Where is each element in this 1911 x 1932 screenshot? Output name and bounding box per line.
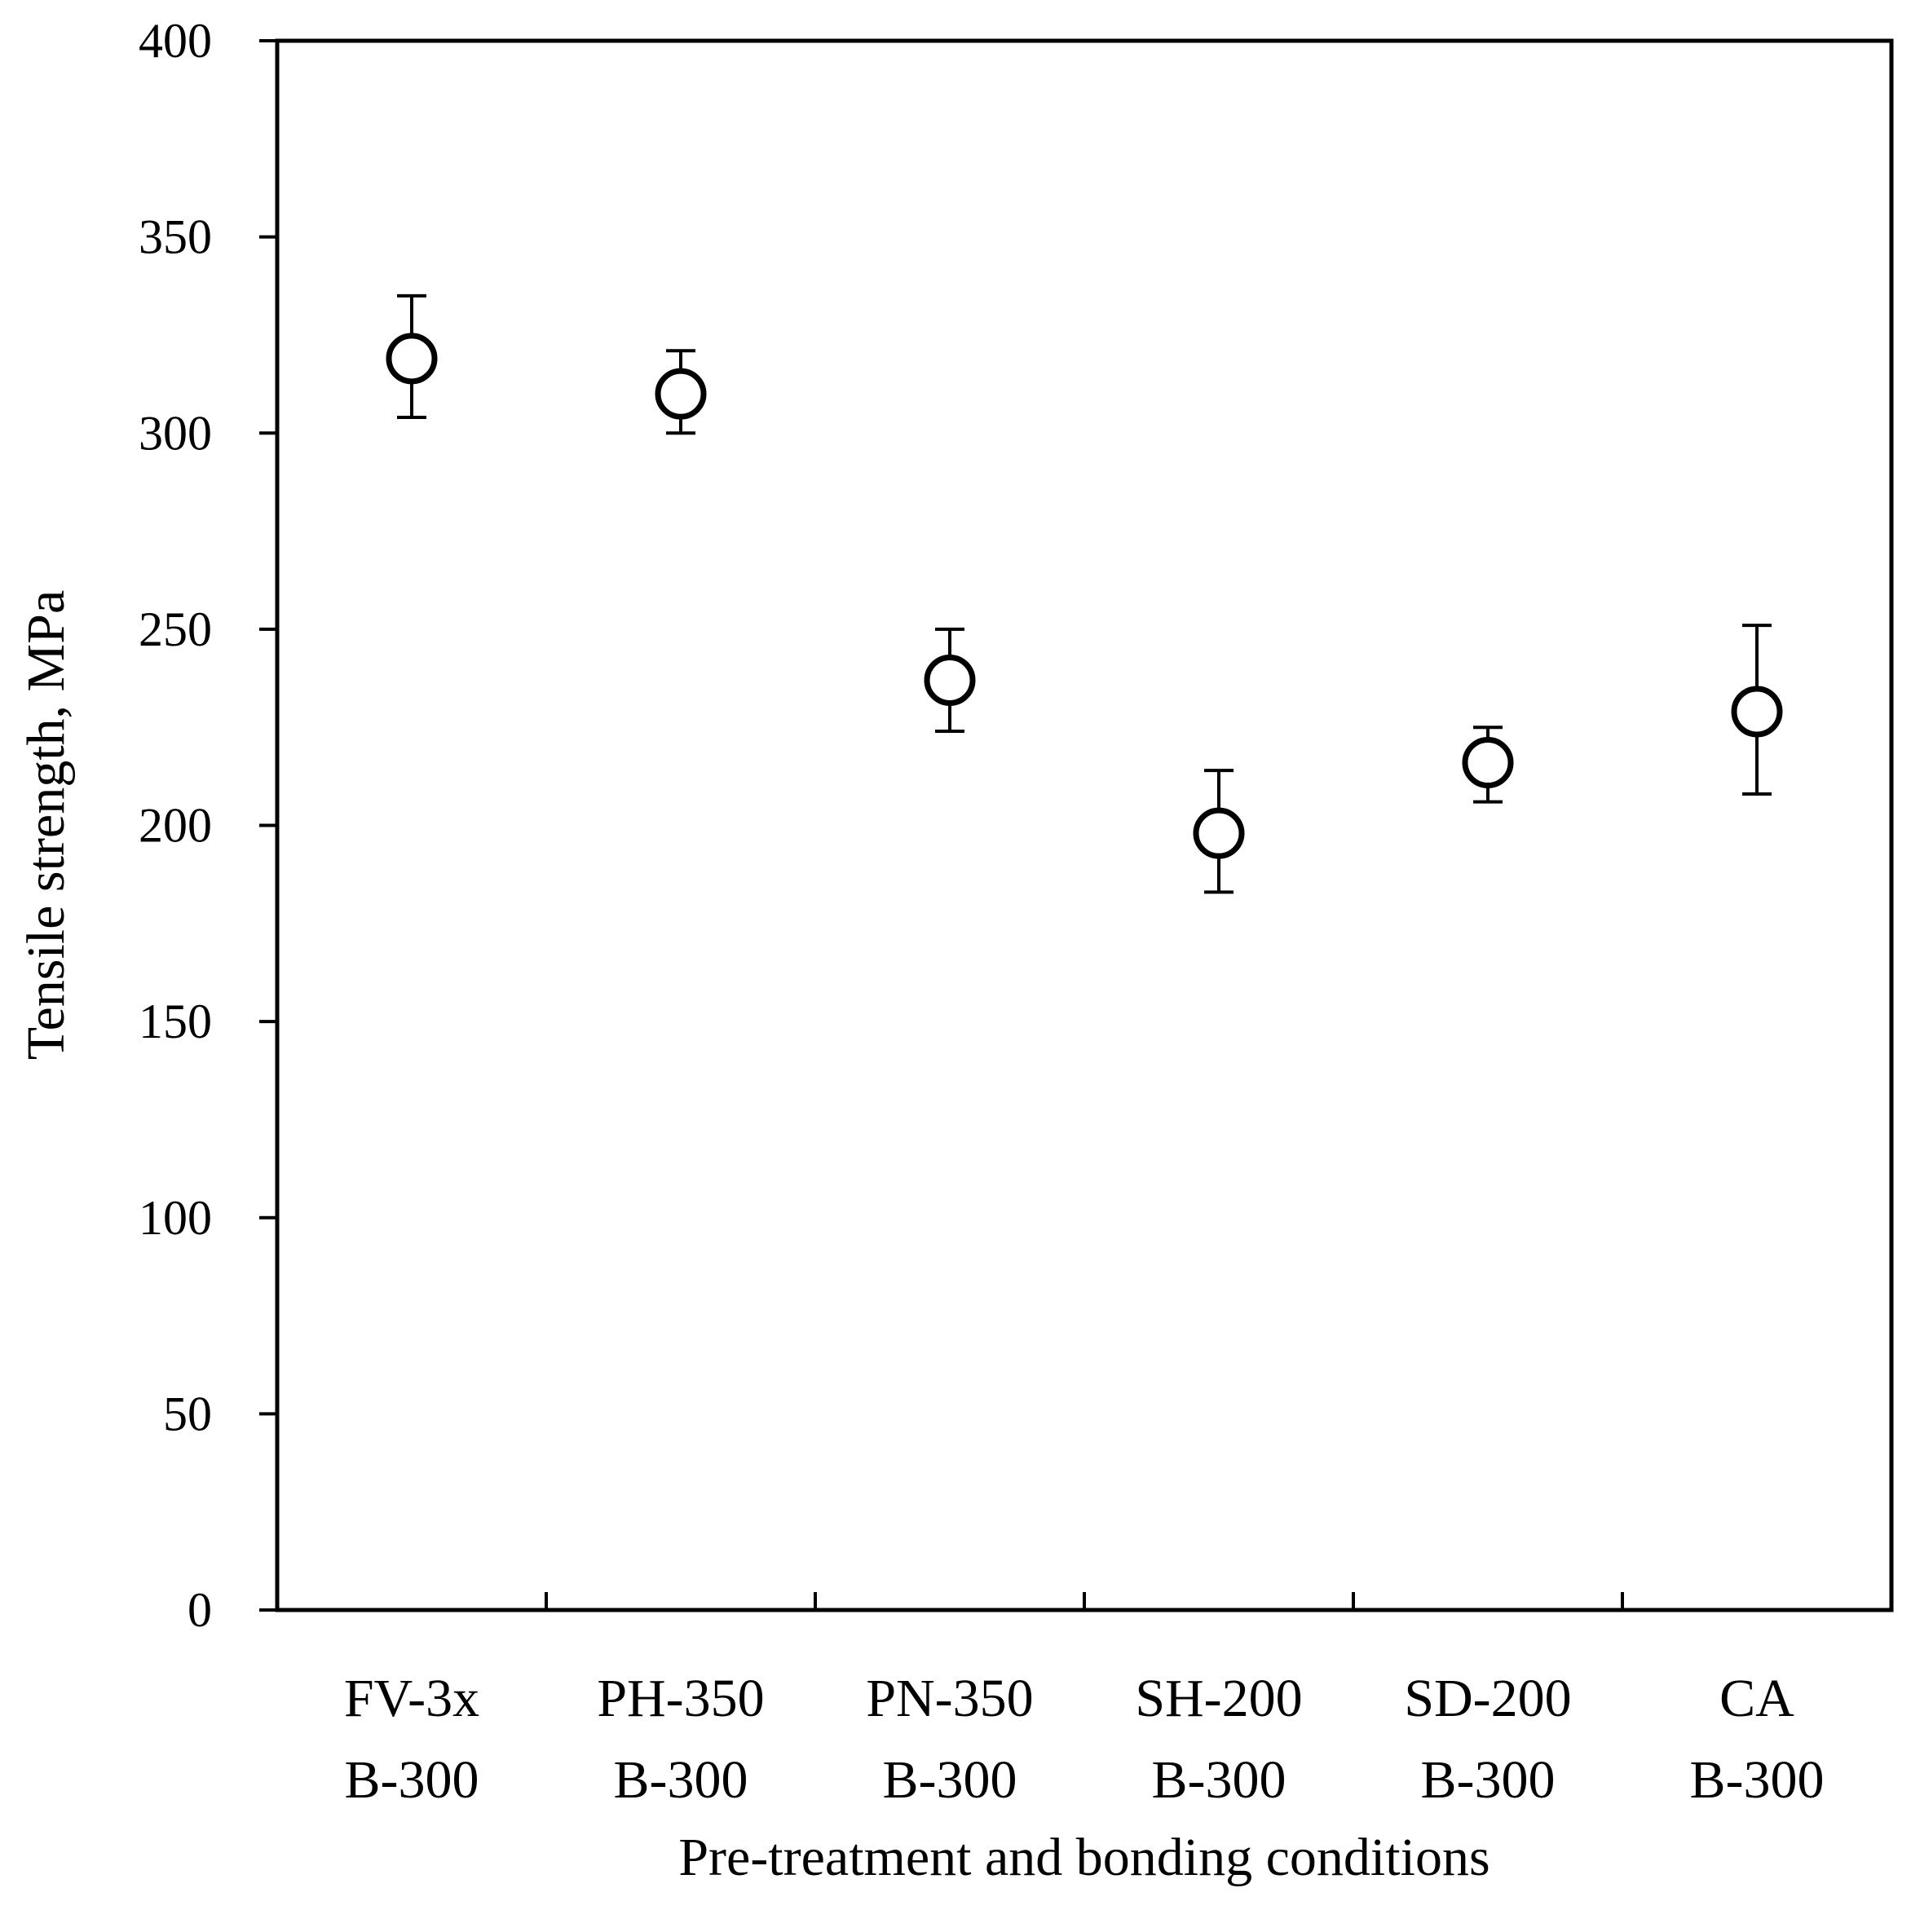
data-point	[1193, 807, 1245, 859]
x-category-label-line2: B-300	[345, 1750, 479, 1810]
x-axis-title: Pre-treatment and bonding conditions	[678, 1828, 1490, 1887]
data-point	[1462, 737, 1514, 788]
x-category-label-line1: SH-200	[1135, 1669, 1302, 1728]
y-axis: 0 50 100 150 200 250 300 350 400	[139, 14, 277, 1637]
data-point	[386, 333, 438, 385]
y-tick-label: 150	[139, 995, 212, 1048]
x-category-label-line2: B-300	[1421, 1750, 1556, 1810]
x-category-label-line2: B-300	[1152, 1750, 1287, 1810]
data-point	[1731, 686, 1783, 738]
y-tick-label: 100	[139, 1191, 212, 1245]
plot-frame	[275, 38, 1894, 1612]
x-category-label-line2: B-300	[614, 1750, 748, 1810]
x-category-label-line1: CA	[1719, 1669, 1794, 1728]
data-point	[655, 368, 707, 420]
x-category-label-line2: B-300	[883, 1750, 1017, 1810]
y-tick-label: 200	[139, 799, 212, 853]
y-tick-label: 50	[163, 1387, 212, 1440]
x-category-label-line1: FV-3x	[344, 1669, 479, 1728]
x-category-label-line2: B-300	[1690, 1750, 1825, 1810]
y-tick-label: 400	[139, 14, 212, 68]
x-category-label-line1: SD-200	[1404, 1669, 1571, 1728]
y-axis-title: Tensile strength, MPa	[16, 590, 76, 1060]
y-tick-label: 300	[139, 406, 212, 460]
data-marks	[386, 293, 1783, 894]
x-axis: FV-3x B-300 PH-350 B-300 PN-350 B-300 SH-200 B-…	[344, 1592, 1825, 1810]
x-category-label-line1: PH-350	[597, 1669, 764, 1728]
data-point	[924, 654, 976, 706]
y-tick-label: 0	[188, 1583, 212, 1637]
y-tick-label: 250	[139, 602, 212, 656]
x-category-label-line1: PN-350	[866, 1669, 1033, 1728]
y-tick-label: 350	[139, 210, 212, 264]
